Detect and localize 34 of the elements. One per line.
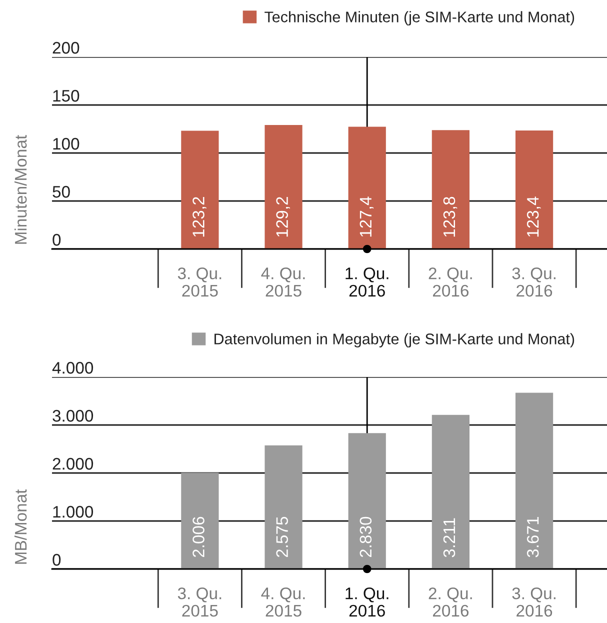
data-label: 127,4 bbox=[360, 196, 374, 237]
data-label: 123,8 bbox=[443, 196, 458, 237]
x-tick-label: 3. Qu. 2016 bbox=[512, 267, 556, 297]
x-tick-label: 4. Qu. 2015 bbox=[261, 587, 305, 617]
data-label: 2.575 bbox=[276, 516, 288, 558]
x-tick-label: 3. Qu. 2015 bbox=[178, 587, 222, 617]
legend-label: Datenvolumen in Megabyte (je SIM-Karte und Monat) bbox=[214, 333, 574, 348]
x-tick-label: 2. Qu. 2016 bbox=[428, 587, 472, 617]
y-tick-label: 3.000 bbox=[52, 410, 94, 422]
x-tick-label: 3. Qu. 2015 bbox=[178, 267, 222, 297]
data-label: 3.211 bbox=[443, 518, 456, 558]
data-label: 2.830 bbox=[360, 516, 372, 558]
y-tick-label: 1.000 bbox=[53, 506, 94, 518]
data-label: 129,2 bbox=[276, 197, 290, 237]
x-tick-label: 1. Qu. 2016 bbox=[346, 267, 388, 297]
data-label: 123,2 bbox=[192, 197, 206, 237]
y-axis-title: MB/Monat bbox=[14, 489, 27, 564]
legend-label: Technische Minuten (je SIM-Karte und Monat) bbox=[264, 11, 574, 26]
y-tick-label: 0 bbox=[52, 554, 61, 566]
y-tick-label: 50 bbox=[52, 186, 70, 198]
x-tick-label: 3. Qu. 2016 bbox=[512, 587, 556, 617]
y-tick-label: 150 bbox=[53, 90, 80, 102]
x-tick-label: 2. Qu. 2016 bbox=[428, 267, 472, 297]
y-axis-title: Minuten/Monat bbox=[14, 135, 27, 244]
y-tick-label: 0 bbox=[52, 234, 61, 246]
y-tick-label: 100 bbox=[53, 138, 80, 150]
y-tick-label: 2.000 bbox=[52, 458, 94, 470]
x-tick-label: 1. Qu. 2016 bbox=[346, 587, 388, 617]
data-label: 2.006 bbox=[192, 516, 204, 558]
data-label: 3.671 bbox=[526, 516, 539, 558]
data-label: 123,4 bbox=[526, 196, 541, 237]
y-tick-label: 200 bbox=[52, 42, 80, 54]
y-tick-label: 4.000 bbox=[52, 362, 94, 374]
x-tick-label: 4. Qu. 2015 bbox=[261, 267, 305, 297]
